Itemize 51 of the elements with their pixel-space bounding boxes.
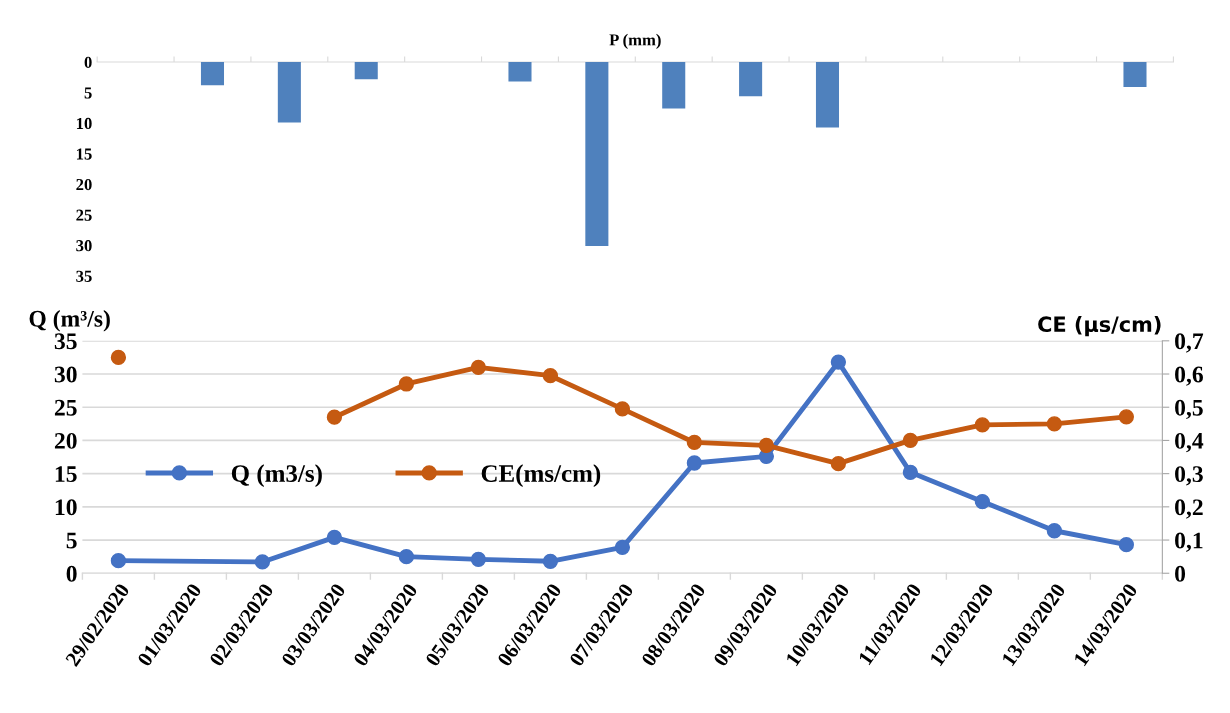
legend-label: Q (m3/s): [231, 464, 322, 488]
y2-tick-label: 0,1: [1175, 532, 1203, 552]
y-tick-label: 30: [76, 240, 92, 252]
point: [542, 368, 559, 384]
y2-tick-label: 0,5: [1175, 399, 1203, 420]
bar: [815, 62, 840, 128]
y2-tick-label: 0,3: [1175, 466, 1203, 486]
y-tick-label: 30: [54, 366, 77, 383]
bar: [739, 62, 763, 97]
y-tick-label: 5: [84, 87, 92, 99]
chart-title: P (mm): [609, 33, 661, 49]
bar: [200, 62, 225, 86]
bar: [1123, 62, 1147, 88]
y2-tick-label: 0: [1175, 565, 1186, 582]
bar: [354, 62, 378, 80]
y-tick-label: 15: [76, 148, 92, 160]
y-tick-label: 35: [76, 270, 92, 282]
point: [110, 349, 127, 366]
y-tick-label: 0: [84, 56, 92, 68]
bar: [585, 62, 609, 246]
legend-label: CE(ms/cm): [481, 464, 601, 488]
y2-tick-label: 0,4: [1175, 432, 1204, 453]
y-tick-label: 20: [54, 432, 77, 449]
y-tick-label: 25: [54, 399, 77, 416]
point: [974, 417, 990, 433]
y2-axis-title: CE (µs/cm): [1038, 316, 1161, 337]
point: [830, 456, 847, 472]
y-tick-label: 0: [66, 565, 77, 582]
point: [326, 409, 343, 425]
point: [398, 376, 415, 392]
y-tick-label: 15: [55, 466, 77, 483]
bar: [508, 62, 532, 82]
point: [686, 434, 703, 451]
point: [614, 401, 631, 417]
y2-tick-label: 0,7: [1175, 333, 1204, 353]
y2-tick-label: 0,6: [1175, 366, 1203, 386]
y-tick-label: 5: [66, 532, 77, 549]
y-tick-label: 35: [54, 333, 77, 350]
point: [902, 432, 919, 449]
point: [1046, 416, 1062, 432]
y-axis-title: Q (m³/s): [29, 310, 110, 332]
y-tick-label: 10: [55, 499, 77, 516]
point: [1118, 409, 1134, 425]
y-tick-label: 20: [76, 178, 92, 191]
y-tick-label: 10: [76, 117, 92, 130]
y2-tick-label: 0,2: [1175, 499, 1203, 519]
y-tick-label: 25: [76, 209, 92, 221]
bar: [662, 62, 686, 109]
bar: [277, 62, 301, 123]
point: [758, 437, 775, 454]
point: [470, 359, 487, 376]
